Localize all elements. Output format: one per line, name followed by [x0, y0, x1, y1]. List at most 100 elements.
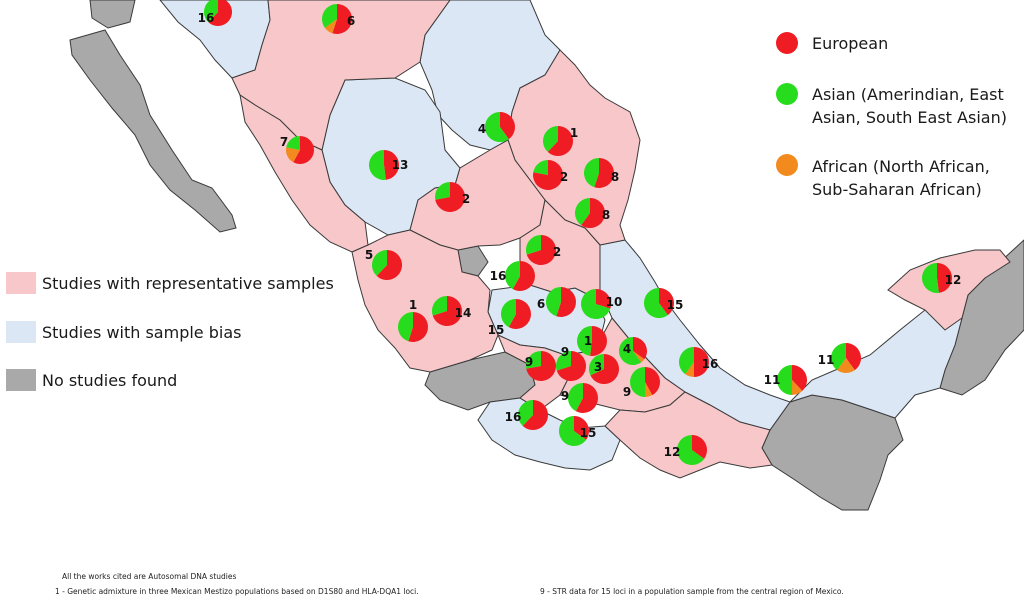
pie-slice-asian: [679, 347, 694, 375]
pie-slice-asian: [543, 126, 558, 152]
pie-marker-25: 3: [589, 354, 620, 384]
pie-slice-asian: [921, 263, 939, 294]
pie-slice-asian: [322, 4, 337, 28]
pie-marker-32: 11: [818, 343, 861, 374]
pie-marker-15: 10: [581, 289, 623, 320]
pie-study-number: 16: [505, 410, 522, 424]
pie-study-number: 1: [570, 126, 578, 140]
pie-study-number: 16: [198, 11, 215, 25]
pie-marker-33: 12: [921, 263, 962, 294]
pie-slice-european: [594, 158, 614, 188]
pie-study-number: 3: [594, 360, 602, 374]
legend-asian-label-line2: Asian, South East Asian): [812, 108, 1007, 127]
pie-marker-16: 15: [643, 288, 683, 318]
pie-marker-26: 9: [623, 367, 661, 399]
pie-marker-9: 2: [533, 160, 568, 191]
pie-slice-asian: [533, 160, 548, 175]
pie-marker-20: 1: [576, 326, 607, 356]
pie-slice-european: [590, 354, 620, 384]
pie-slice-african: [792, 380, 803, 395]
pie-study-number: 10: [606, 295, 623, 309]
pie-study-number: 16: [490, 269, 507, 283]
legend-none-label: No studies found: [42, 371, 177, 390]
pie-marker-14: 6: [537, 287, 577, 317]
pie-slice-european: [547, 126, 573, 156]
pie-study-number: 11: [764, 373, 781, 387]
pie-slice-european: [435, 182, 465, 213]
region-baja-california-sur: [69, 29, 237, 233]
pie-slice-european: [500, 112, 515, 140]
pie-marker-13: 16: [490, 261, 535, 291]
legend-asian-label-line1: Asian (Amerindian, East: [812, 85, 1004, 104]
pie-marker-5: 7: [280, 135, 314, 164]
pie-slice-african: [633, 351, 645, 363]
legend-representative-label: Studies with representative samples: [42, 274, 334, 293]
pie-study-number: 13: [392, 158, 409, 172]
pie-marker-7: 2: [435, 182, 470, 213]
pie-slice-european: [508, 299, 531, 329]
pie-slice-asian: [204, 0, 218, 23]
pie-study-number: 8: [611, 170, 619, 184]
pie-slice-asian: [559, 416, 587, 447]
pie-slice-asian: [504, 261, 520, 290]
pie-slice-european: [376, 250, 402, 280]
pie-marker-1: 16: [198, 0, 232, 26]
pie-study-number: 9: [561, 389, 569, 403]
legend-european-label: European: [812, 34, 888, 53]
pie-study-number: 1: [584, 334, 592, 348]
pie-slice-european: [512, 261, 535, 291]
pie-marker-18: 14: [432, 296, 471, 326]
pie-study-number: 15: [580, 426, 597, 440]
pie-slice-european: [590, 326, 607, 356]
pie-slice-asian: [583, 158, 599, 188]
pie-slice-european: [432, 296, 463, 326]
pie-marker-12: 5: [365, 248, 402, 280]
pie-slice-asian: [575, 198, 590, 226]
pie-study-number: 1: [409, 298, 417, 312]
pie-slice-asian: [677, 435, 705, 466]
legend-bias-swatch: [6, 321, 36, 343]
pie-slice-european: [556, 287, 577, 317]
pie-study-number: 5: [365, 248, 373, 262]
pie-study-number: 11: [818, 353, 835, 367]
pie-slice-asian: [568, 383, 583, 412]
pie-study-number: 9: [561, 345, 569, 359]
legend-african-label-line1: African (North African,: [812, 157, 990, 176]
pie-slice-european: [556, 351, 586, 382]
pie-slice-asian: [546, 287, 561, 317]
region-yucatan: [887, 249, 1011, 331]
pie-study-number: 9: [525, 355, 533, 369]
pie-study-number: 2: [560, 170, 568, 184]
legend-representative-swatch: [6, 272, 36, 294]
pie-slice-asian: [518, 400, 533, 426]
pie-marker-19: 15: [488, 299, 531, 337]
pie-slice-african: [324, 19, 337, 34]
pie-marker-29: 15: [559, 416, 597, 447]
pie-slice-asian: [368, 150, 386, 180]
pie-slice-european: [659, 288, 674, 316]
pie-slice-asian: [589, 354, 604, 376]
pie-slice-asian: [525, 351, 541, 369]
pie-slice-european: [645, 367, 661, 396]
pie-slice-european: [792, 365, 807, 391]
footnote-1: 1 - Genetic admixture in three Mexican M…: [55, 587, 419, 596]
pie-marker-28: 16: [505, 400, 548, 431]
pie-marker-6: 13: [368, 150, 409, 180]
pie-marker-23: 9: [525, 351, 556, 381]
pie-slice-european: [846, 343, 861, 371]
pie-slice-asian: [777, 365, 792, 395]
pie-marker-10: 8: [575, 198, 610, 228]
pie-slice-african: [685, 362, 694, 378]
pie-slice-asian: [581, 289, 611, 320]
pie-study-number: 12: [945, 273, 962, 287]
pie-slice-european: [633, 337, 647, 360]
pie-slice-european: [526, 351, 556, 381]
pie-marker-24: 9: [556, 345, 586, 382]
pie-slice-european: [581, 198, 605, 228]
pie-slice-european: [526, 235, 556, 266]
pie-study-number: 9: [623, 385, 631, 399]
pie-slice-asian: [286, 136, 300, 150]
pie-marker-2: 6: [322, 4, 355, 34]
pie-marker-22: 16: [679, 347, 718, 378]
legend-african-label-line2: Sub-Saharan African): [812, 180, 982, 199]
